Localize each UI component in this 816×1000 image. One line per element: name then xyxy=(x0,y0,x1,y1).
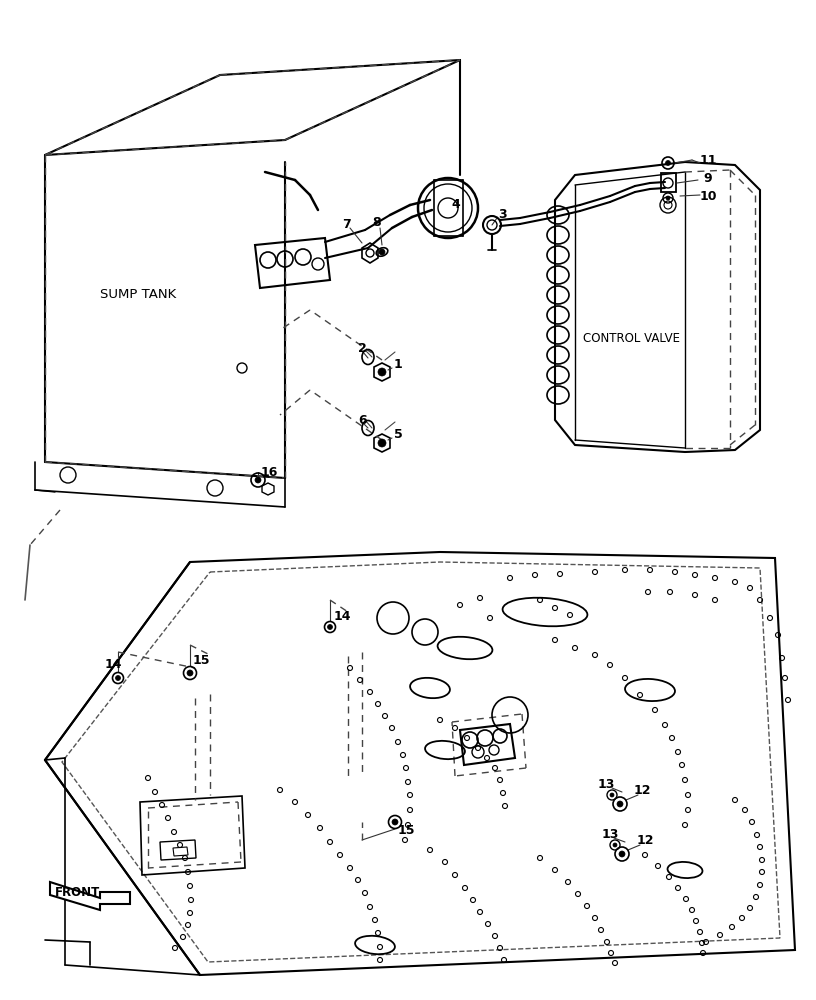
Text: 1: 1 xyxy=(394,359,403,371)
Circle shape xyxy=(379,249,385,255)
Text: 4: 4 xyxy=(451,198,459,212)
Circle shape xyxy=(255,477,261,483)
Circle shape xyxy=(378,439,386,447)
Circle shape xyxy=(116,676,121,680)
Text: 6: 6 xyxy=(358,414,366,426)
Circle shape xyxy=(666,160,671,165)
Text: 14: 14 xyxy=(105,658,122,672)
Circle shape xyxy=(666,196,670,200)
Text: 12: 12 xyxy=(637,834,654,848)
Text: CONTROL VALVE: CONTROL VALVE xyxy=(583,332,680,344)
Text: 9: 9 xyxy=(703,172,712,184)
Circle shape xyxy=(187,670,193,676)
Text: 14: 14 xyxy=(334,610,352,624)
Text: 2: 2 xyxy=(358,342,366,356)
Text: 8: 8 xyxy=(372,216,380,229)
Text: 16: 16 xyxy=(261,466,278,480)
Text: 15: 15 xyxy=(398,824,415,836)
Text: FRONT: FRONT xyxy=(55,886,100,900)
Circle shape xyxy=(392,819,398,825)
Circle shape xyxy=(327,624,332,630)
Text: 11: 11 xyxy=(700,153,717,166)
Text: 13: 13 xyxy=(598,778,615,790)
Circle shape xyxy=(613,843,617,847)
Circle shape xyxy=(617,801,623,807)
Text: 7: 7 xyxy=(342,218,351,231)
Text: 5: 5 xyxy=(394,428,403,442)
Text: 3: 3 xyxy=(498,209,507,222)
Circle shape xyxy=(619,851,625,857)
Circle shape xyxy=(610,793,614,797)
Text: 12: 12 xyxy=(634,784,651,796)
Text: 10: 10 xyxy=(700,190,717,202)
Polygon shape xyxy=(50,882,130,910)
Text: 13: 13 xyxy=(602,828,619,842)
Text: 15: 15 xyxy=(193,654,211,666)
Text: SUMP TANK: SUMP TANK xyxy=(100,288,176,302)
Circle shape xyxy=(378,368,386,376)
